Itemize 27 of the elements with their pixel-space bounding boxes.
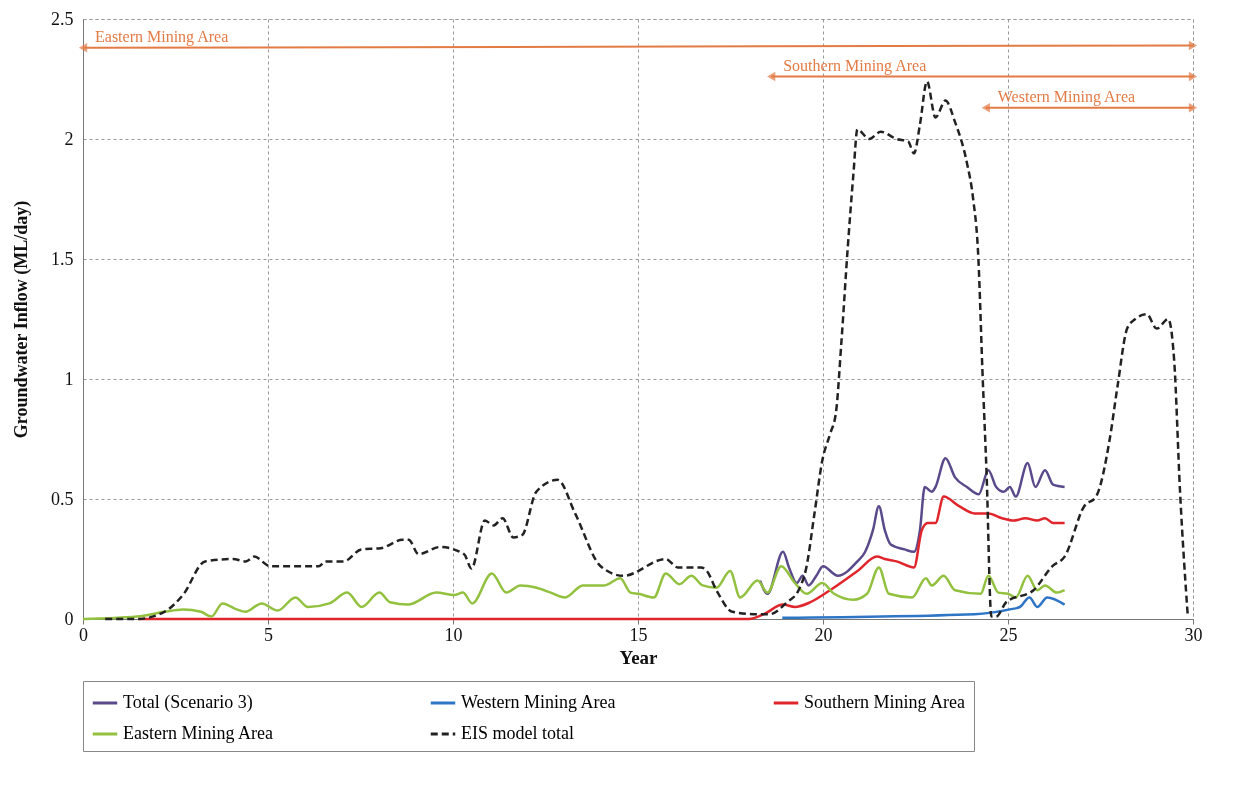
legend-label: Total (Scenario 3) xyxy=(123,692,253,713)
y-tick-label: 1 xyxy=(64,368,74,389)
legend-label: Eastern Mining Area xyxy=(123,723,273,743)
line-series xyxy=(103,80,1190,621)
x-tick-label: 30 xyxy=(1184,624,1203,645)
y-tick-label: 0.5 xyxy=(51,488,74,509)
y-tick-label: 1.5 xyxy=(51,248,74,269)
line-series xyxy=(781,596,1066,620)
x-axis-title: Year xyxy=(619,646,659,668)
legend-label: Southern Mining Area xyxy=(804,692,965,712)
y-tick-label: 0 xyxy=(64,608,74,629)
x-tick-label: 20 xyxy=(814,624,833,645)
annotation: Western Mining Area xyxy=(997,87,1136,106)
line-series xyxy=(81,564,1066,621)
x-tick-label: 5 xyxy=(264,624,273,645)
x-tick-label: 25 xyxy=(999,624,1018,645)
x-tick-label: 15 xyxy=(629,624,648,645)
x-tick-label: 10 xyxy=(444,624,463,645)
legend-label: Western Mining Area xyxy=(461,692,616,712)
y-tick-label: 2 xyxy=(64,128,74,149)
y-axis-title: Groundwater Inflow (ML/day) xyxy=(11,200,32,439)
x-tick-label: 0 xyxy=(79,624,88,645)
annotation: Southern Mining Area xyxy=(783,56,927,75)
annotation: Eastern Mining Area xyxy=(95,27,229,46)
legend-label: EIS model total xyxy=(461,723,574,743)
y-tick-label: 2.5 xyxy=(51,8,74,29)
line-series xyxy=(758,456,1066,596)
